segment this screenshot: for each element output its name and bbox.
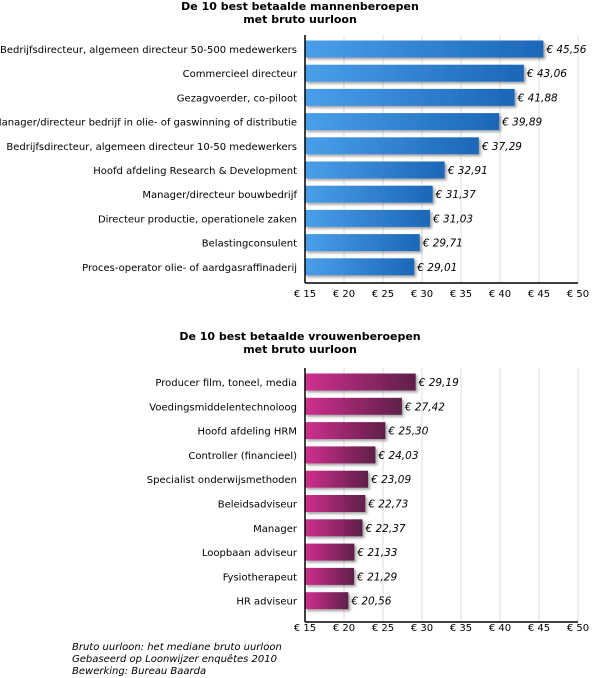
category-label: Hoofd afdeling HRM <box>198 427 297 438</box>
x-tick-label: € 20 <box>333 623 355 634</box>
x-tick-label: € 40 <box>489 289 511 300</box>
data-label: € 23,09 <box>370 474 411 486</box>
category-label: Belastingconsulent <box>202 239 297 250</box>
bar <box>305 161 445 179</box>
title-line: met bruto uurloon <box>243 13 357 26</box>
data-label: € 21,29 <box>356 571 397 583</box>
bar <box>305 373 416 391</box>
data-label: € 29,01 <box>416 262 457 274</box>
bar <box>305 397 402 415</box>
data-label: € 24,03 <box>377 450 418 462</box>
data-label: € 21,33 <box>356 547 397 559</box>
note-line: Bruto uurloon: het mediane bruto uurloon <box>72 642 282 653</box>
chart-title-women: De 10 best betaalde vrouwenberoepen met … <box>0 330 600 356</box>
data-label: € 39,89 <box>501 117 542 129</box>
category-label: Producer film, toneel, media <box>155 378 297 389</box>
bar <box>305 470 369 488</box>
bar <box>305 113 500 131</box>
bar <box>305 137 479 155</box>
category-label: Proces-operator olie- of aardgasraffinad… <box>82 263 297 274</box>
bar <box>305 495 366 512</box>
bar <box>305 64 524 82</box>
data-label: € 27,42 <box>404 401 445 413</box>
data-label: € 41,88 <box>517 92 558 104</box>
category-label: Manager <box>253 524 298 535</box>
x-tick-label: € 45 <box>528 289 550 300</box>
x-tick-label: € 50 <box>567 289 589 300</box>
bar <box>305 519 363 537</box>
category-label: Beleidsadviseur <box>218 500 298 511</box>
data-label: € 43,06 <box>526 68 567 80</box>
chart-notes: Bruto uurloon: het mediane bruto uurloon… <box>72 642 282 678</box>
x-tick-label: € 35 <box>450 289 472 300</box>
data-label: € 31,37 <box>435 189 476 201</box>
chart-title-men: De 10 best betaalde mannenberoepen met b… <box>0 0 600 26</box>
bar <box>305 258 415 276</box>
data-label: € 22,37 <box>364 523 405 535</box>
data-label: € 20,56 <box>350 596 391 608</box>
x-tick-label: € 15 <box>294 289 316 300</box>
bar <box>305 446 376 464</box>
x-tick-label: € 25 <box>372 289 394 300</box>
bar <box>305 40 544 58</box>
category-label: Directeur productie, operationele zaken <box>98 214 297 225</box>
bar <box>305 543 355 561</box>
category-label: Specialist onderwijsmethoden <box>147 475 297 486</box>
x-tick-label: € 15 <box>294 623 316 634</box>
category-label: Bedrijfsdirecteur, algemeen directeur 10… <box>6 142 297 153</box>
note-line: Gebaseerd op Loonwijzer enquêtes 2010 <box>72 654 277 665</box>
data-label: € 32,91 <box>447 165 488 177</box>
x-tick-label: € 20 <box>333 289 355 300</box>
title-line: De 10 best betaalde mannenberoepen <box>181 0 419 13</box>
title-line: De 10 best betaalde vrouwenberoepen <box>179 330 421 343</box>
x-tick-label: € 30 <box>411 289 433 300</box>
category-label: Loopbaan adviseur <box>202 548 298 559</box>
x-tick-label: € 25 <box>372 623 394 634</box>
data-label: € 31,03 <box>432 213 473 225</box>
category-label: Manager/directeur bedrijf in olie- of ga… <box>0 118 297 129</box>
category-label: Hoofd afdeling Research & Development <box>93 166 297 177</box>
note-line: Bewerking: Bureau Baarda <box>72 666 207 677</box>
bar <box>305 592 349 610</box>
data-label: € 45,56 <box>545 44 586 56</box>
data-label: € 29,71 <box>422 238 463 250</box>
category-label: Commercieel directeur <box>183 69 298 80</box>
data-label: € 37,29 <box>481 141 522 153</box>
category-label: Manager/directeur bouwbedrijf <box>142 190 297 201</box>
x-tick-label: € 35 <box>450 623 472 634</box>
data-label: € 25,30 <box>387 426 428 438</box>
category-label: Voedingsmiddelentechnoloog <box>149 402 297 413</box>
bar <box>305 209 431 227</box>
category-label: HR adviseur <box>236 597 298 608</box>
bar <box>305 422 386 440</box>
category-label: Controller (financieel) <box>188 451 297 462</box>
x-tick-label: € 50 <box>567 623 589 634</box>
bar <box>305 185 433 203</box>
category-label: Fysiotherapeut <box>223 572 297 583</box>
category-label: Bedrijfsdirecteur, algemeen directeur 50… <box>0 45 297 56</box>
data-label: € 22,73 <box>367 499 408 511</box>
bar <box>305 88 515 106</box>
data-label: € 29,19 <box>418 377 459 389</box>
bar <box>305 234 420 252</box>
x-tick-label: € 30 <box>411 623 433 634</box>
x-tick-label: € 40 <box>489 623 511 634</box>
x-tick-label: € 45 <box>528 623 550 634</box>
category-label: Gezagvoerder, co-piloot <box>177 93 297 104</box>
bar <box>305 567 355 585</box>
title-line: met bruto uurloon <box>243 343 357 356</box>
